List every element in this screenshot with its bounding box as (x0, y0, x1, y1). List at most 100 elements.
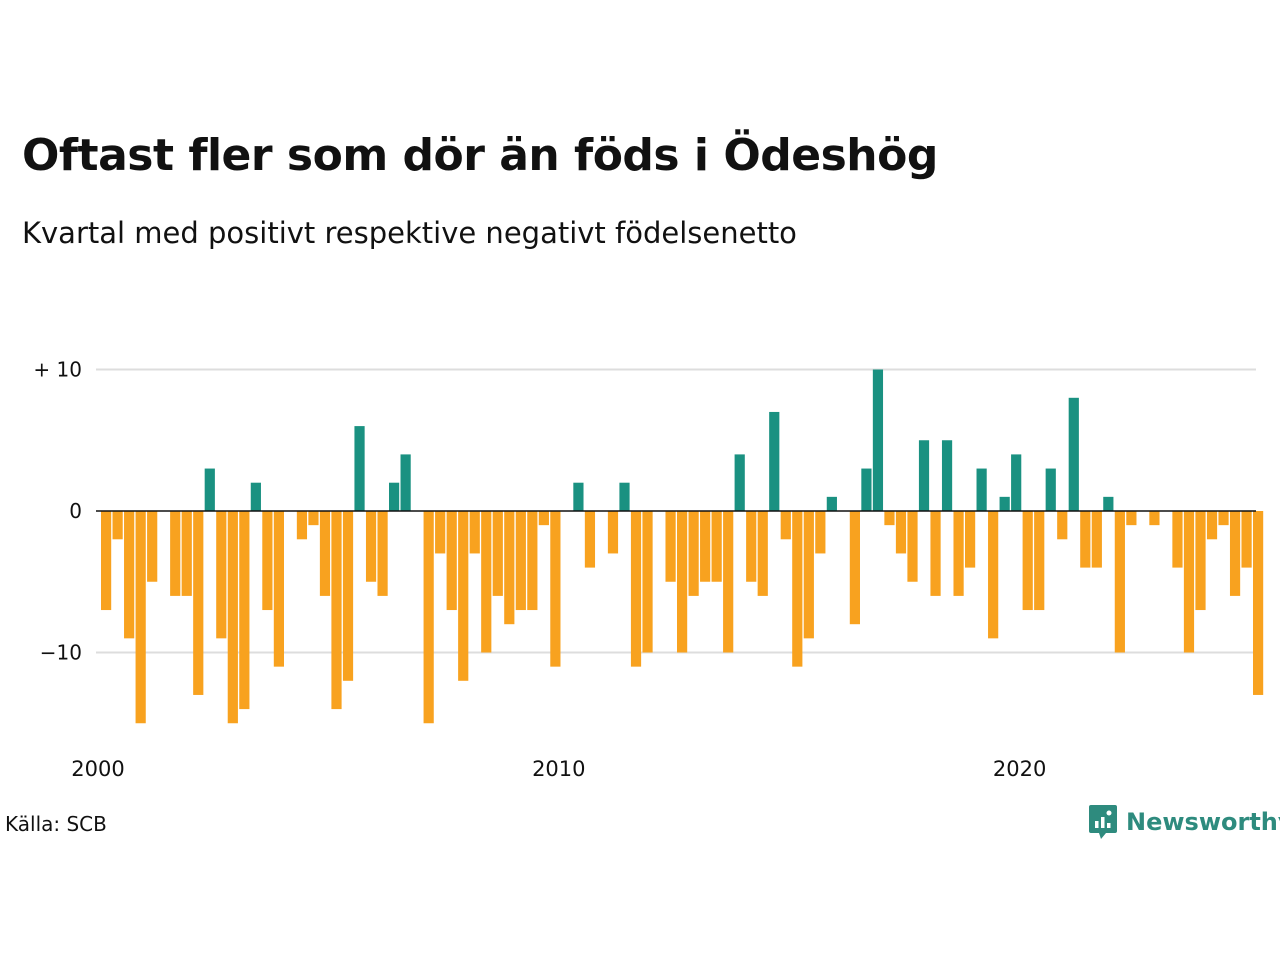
bar (170, 511, 181, 596)
x-tick-label: 2000 (71, 757, 124, 781)
chart-title: Oftast fler som dör än föds i Ödeshög (22, 130, 938, 181)
bar (538, 511, 549, 526)
bar (688, 511, 699, 596)
bar (976, 468, 987, 511)
y-tick-label: −10 (40, 641, 82, 665)
bar (953, 511, 964, 596)
bar (665, 511, 676, 582)
bar (101, 511, 112, 611)
bar (227, 511, 238, 724)
axes: + 10 0 −10 2000 2010 2020 (33, 358, 1256, 781)
bar (377, 511, 388, 596)
bar (700, 511, 711, 582)
bar (1045, 468, 1056, 511)
bar (147, 511, 158, 582)
bar (1253, 511, 1264, 695)
bar (1149, 511, 1160, 526)
bar (181, 511, 192, 596)
brand-name: Newsworthy (1126, 808, 1280, 836)
bar (124, 511, 135, 639)
bar (757, 511, 768, 596)
bar (746, 511, 757, 582)
bar (423, 511, 434, 724)
bar (723, 511, 734, 653)
bar (193, 511, 204, 695)
bar (642, 511, 653, 653)
bar (1068, 397, 1079, 511)
x-tick-label: 2010 (532, 757, 585, 781)
bar (884, 511, 895, 526)
bar (1091, 511, 1102, 568)
bar (619, 482, 630, 511)
bar (965, 511, 976, 568)
bar (988, 511, 999, 639)
bar (815, 511, 826, 554)
bar (734, 454, 745, 511)
bar (481, 511, 492, 653)
bar (1218, 511, 1229, 526)
bar (527, 511, 538, 611)
bar (677, 511, 688, 653)
y-tick-label: + 10 (33, 358, 82, 382)
bar (1126, 511, 1137, 526)
bar (999, 496, 1010, 511)
bar (895, 511, 907, 554)
bar (803, 511, 814, 639)
bar (550, 511, 561, 667)
bar (792, 511, 803, 667)
bar (504, 511, 515, 625)
bar (400, 454, 411, 511)
bar (930, 511, 941, 596)
bar (458, 511, 469, 681)
bar (872, 369, 884, 511)
bar (1080, 511, 1091, 568)
bar (112, 511, 123, 540)
bar (861, 468, 872, 511)
bar (319, 511, 331, 596)
bar (1114, 511, 1125, 653)
bar (435, 511, 446, 554)
bar (216, 511, 227, 639)
bar (907, 511, 918, 582)
bar (331, 511, 342, 710)
bar (630, 511, 642, 667)
bar (1183, 511, 1195, 653)
bar (365, 511, 377, 582)
bar (1011, 454, 1022, 511)
bar (711, 511, 722, 582)
bar (250, 482, 261, 511)
bar (308, 511, 319, 526)
bar (573, 482, 584, 511)
bar (607, 511, 619, 554)
bar (354, 426, 365, 511)
bar (273, 511, 284, 667)
source-note: Källa: SCB (5, 812, 107, 836)
bar (262, 511, 273, 611)
bar (1229, 511, 1241, 596)
bars (101, 369, 1264, 724)
bar (515, 511, 526, 611)
bar (446, 511, 457, 611)
bar (469, 511, 480, 554)
bar (769, 411, 780, 511)
bar (584, 511, 596, 568)
newsworthy-logo-icon (1089, 805, 1117, 839)
bar (1103, 496, 1114, 511)
gridlines (96, 368, 1256, 654)
bar (1206, 511, 1218, 540)
bar (918, 440, 930, 511)
bar (1241, 511, 1252, 568)
bar (849, 511, 860, 625)
bar (826, 496, 837, 511)
y-tick-label: 0 (69, 499, 82, 523)
bar (492, 511, 503, 596)
bar (1057, 511, 1068, 540)
bar (239, 511, 250, 710)
bar (204, 468, 215, 511)
bar (1172, 511, 1183, 568)
chart-subtitle: Kvartal med positivt respektive negativt… (22, 216, 797, 250)
bar (941, 440, 953, 511)
brand-logo: Newsworthy (1088, 802, 1280, 842)
bar (1034, 511, 1045, 611)
